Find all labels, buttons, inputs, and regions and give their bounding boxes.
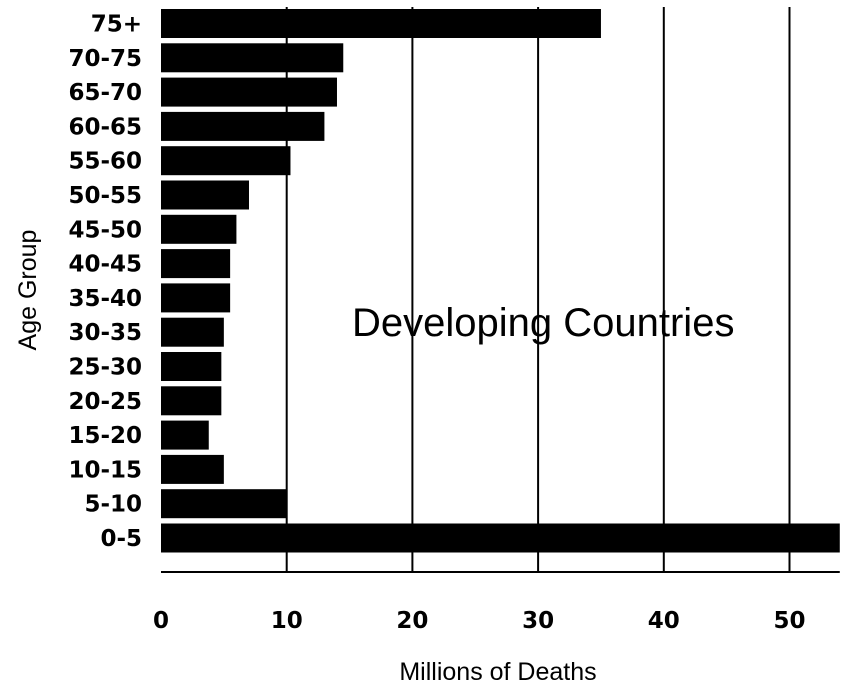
x-tick-label: 40 bbox=[648, 608, 680, 634]
bar-15-20 bbox=[161, 420, 209, 450]
bar-25-30 bbox=[161, 352, 222, 381]
bar-70-75 bbox=[161, 43, 344, 73]
bar-45-50 bbox=[161, 214, 237, 244]
bar-0-5 bbox=[161, 523, 840, 553]
bar-40-45 bbox=[161, 249, 231, 279]
category-label: 0-5 bbox=[100, 526, 142, 552]
bar-50-55 bbox=[161, 180, 249, 210]
x-tick-label: 0 bbox=[153, 608, 169, 634]
category-label: 15-20 bbox=[68, 423, 142, 449]
bar-5-10 bbox=[161, 489, 287, 519]
category-label: 10-15 bbox=[68, 457, 142, 483]
category-label: 20-25 bbox=[68, 389, 142, 415]
category-label: 45-50 bbox=[68, 217, 142, 243]
x-tick-label: 50 bbox=[773, 608, 805, 634]
category-label: 50-55 bbox=[68, 183, 142, 209]
gridlines bbox=[161, 7, 840, 573]
bar-65-70 bbox=[161, 77, 337, 107]
bars bbox=[161, 9, 840, 553]
category-label: 65-70 bbox=[68, 80, 142, 106]
x-tick-label: 10 bbox=[271, 608, 303, 634]
bar-55-60 bbox=[161, 146, 291, 176]
category-label: 25-30 bbox=[68, 355, 142, 381]
category-label: 75+ bbox=[91, 12, 142, 38]
category-label: 35-40 bbox=[68, 286, 142, 312]
category-label: 70-75 bbox=[68, 46, 142, 72]
category-label: 60-65 bbox=[68, 114, 142, 140]
bar-30-35 bbox=[161, 317, 224, 347]
bar-60-65 bbox=[161, 111, 325, 141]
x-tick-label: 30 bbox=[522, 608, 554, 634]
x-tick-label: 20 bbox=[396, 608, 428, 634]
x-axis-title: Millions of Deaths bbox=[399, 658, 596, 686]
bar-35-40 bbox=[161, 283, 231, 313]
chart-annotation: Developing Countries bbox=[352, 301, 734, 345]
category-label: 55-60 bbox=[68, 149, 142, 175]
category-labels: 75+ 70-75 65-70 60-65 55-60 50-55 45-50 40-45 35… bbox=[68, 12, 142, 553]
bar-20-25 bbox=[161, 386, 222, 416]
category-label: 40-45 bbox=[68, 252, 142, 278]
x-tick-labels: 0 10 20 30 40 50 bbox=[153, 608, 806, 634]
y-axis-title: Age Group bbox=[14, 230, 42, 351]
bar-10-15 bbox=[161, 454, 224, 484]
category-label: 5-10 bbox=[84, 492, 142, 518]
category-label: 30-35 bbox=[68, 320, 142, 346]
bar-75+ bbox=[161, 9, 601, 38]
